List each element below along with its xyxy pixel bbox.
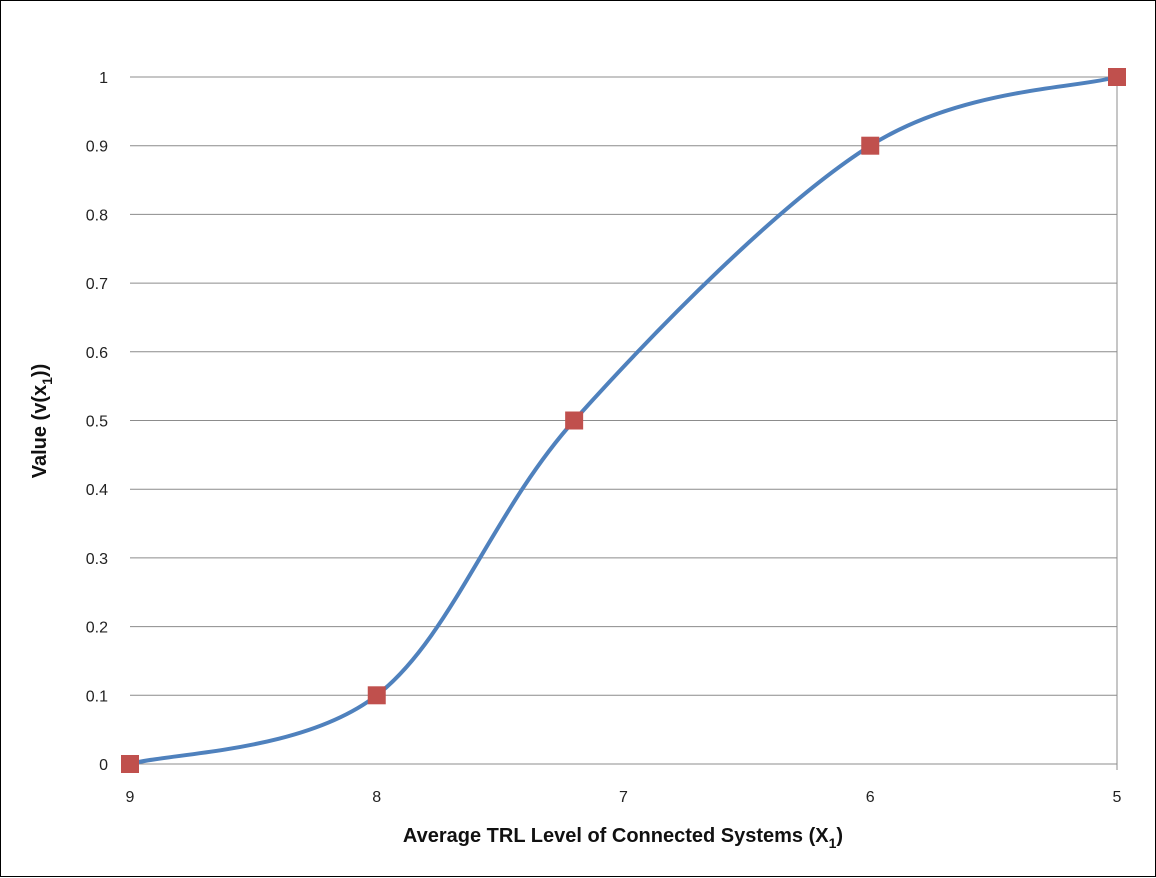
data-point-marker: [565, 411, 584, 430]
y-axis-title-end: )): [29, 364, 51, 377]
y-axis-title-main: Value (v(x: [29, 385, 51, 478]
x-tick-labels: 9 8 7 6 5: [126, 789, 1122, 806]
y-tick-labels: 0 0.1 0.2 0.3 0.4 0.5 0.6 0.7 0.8 0.9 1: [86, 70, 108, 774]
y-tick-label: 0.1: [86, 688, 108, 705]
series: [121, 68, 1126, 773]
y-axis-title: Value (v(x1)): [29, 364, 55, 479]
x-tick-label: 5: [1113, 789, 1122, 806]
x-tick-label: 6: [866, 789, 875, 806]
gridlines: [130, 76, 1117, 696]
x-axis-title-subscript: 1: [829, 835, 837, 851]
y-tick-label: 0.8: [86, 207, 108, 224]
y-tick-label: 0.5: [86, 414, 108, 431]
y-tick-label: 0.3: [86, 551, 108, 568]
x-axis-title-end: ): [836, 825, 843, 847]
data-point-marker: [1108, 68, 1126, 86]
x-tick-label: 9: [126, 789, 135, 806]
y-tick-label: 1: [99, 70, 108, 87]
data-point-marker: [367, 686, 386, 705]
y-tick-label: 0: [99, 757, 108, 774]
x-tick-label: 8: [372, 789, 381, 806]
y-tick-label: 0.9: [86, 139, 108, 156]
x-axis-title: Average TRL Level of Connected Systems (…: [403, 825, 843, 851]
data-point-marker: [861, 136, 880, 155]
y-tick-label: 0.6: [86, 345, 108, 362]
y-axis-title-subscript: 1: [39, 377, 55, 385]
x-tick-label: 7: [619, 789, 628, 806]
y-tick-label: 0.7: [86, 276, 108, 293]
y-tick-label: 0.4: [86, 482, 108, 499]
data-point-marker: [121, 755, 139, 773]
axes: [130, 77, 1118, 770]
x-axis-title-main: Average TRL Level of Connected Systems (…: [403, 825, 829, 847]
y-tick-label: 0.2: [86, 620, 108, 637]
